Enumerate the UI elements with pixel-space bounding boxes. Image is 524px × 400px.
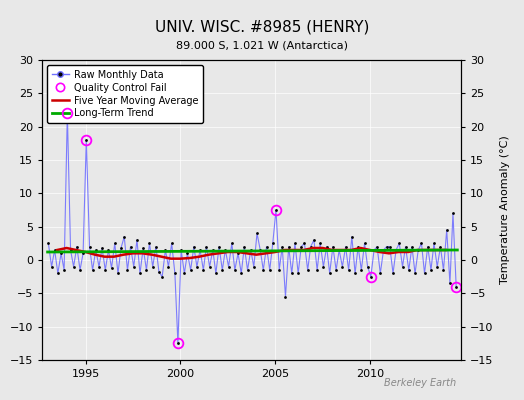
Text: Berkeley Earth: Berkeley Earth	[384, 378, 456, 388]
Y-axis label: Temperature Anomaly (°C): Temperature Anomaly (°C)	[500, 136, 510, 284]
Text: UNIV. WISC. #8985 (HENRY): UNIV. WISC. #8985 (HENRY)	[155, 20, 369, 35]
Legend: Raw Monthly Data, Quality Control Fail, Five Year Moving Average, Long-Term Tren: Raw Monthly Data, Quality Control Fail, …	[47, 65, 203, 123]
Text: 89.000 S, 1.021 W (Antarctica): 89.000 S, 1.021 W (Antarctica)	[176, 40, 348, 50]
